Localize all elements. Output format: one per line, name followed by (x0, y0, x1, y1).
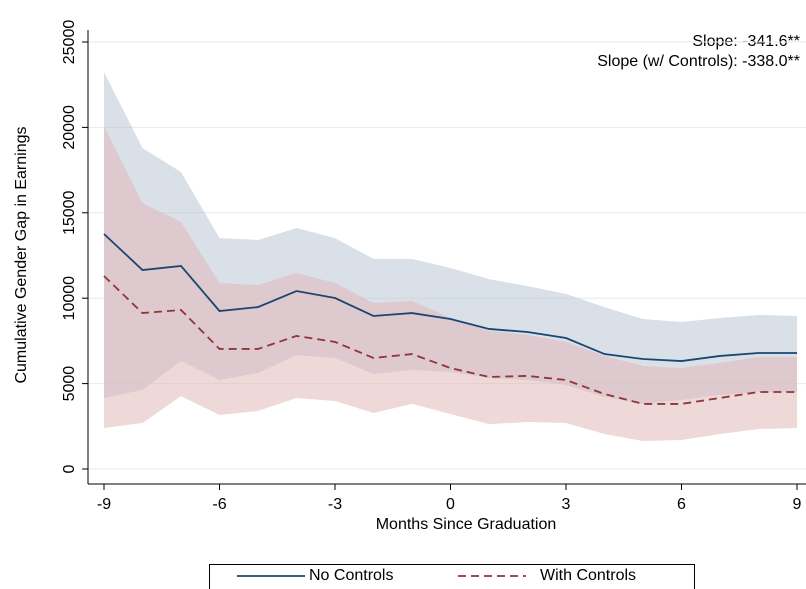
x-tick-label: 6 (677, 496, 686, 513)
confidence-band (219, 282, 258, 416)
confidence-band (335, 282, 374, 413)
confidence-band (258, 272, 297, 411)
legend-label: No Controls (309, 567, 393, 584)
annotation: Slope (w/ Controls): -338.0** (597, 53, 800, 70)
series-line (103, 275, 797, 405)
confidence-band (373, 300, 412, 413)
y-tick-label: 15000 (61, 190, 78, 235)
series-line (103, 233, 797, 362)
confidence-band (758, 356, 797, 430)
x-tick-label: -6 (212, 496, 226, 513)
confidence-band (104, 126, 143, 429)
legend-label: With Controls (540, 567, 636, 584)
confidence-band (181, 222, 220, 416)
x-tick-label: -3 (328, 496, 342, 513)
y-tick-label: 25000 (61, 20, 78, 65)
confidence-band (296, 272, 335, 402)
confidence-band (412, 300, 451, 415)
confidence-band (450, 318, 489, 425)
confidence-band (489, 330, 528, 425)
y-axis-label: Cumulative Gender Gap in Earnings (13, 126, 30, 383)
y-tick-label: 10000 (61, 276, 78, 321)
y-tick-label: 20000 (61, 105, 78, 150)
confidence-band (527, 334, 566, 424)
y-tick-label: 5000 (61, 366, 78, 402)
x-axis-label: Months Since Graduation (376, 516, 557, 533)
x-tick-label: 3 (562, 496, 571, 513)
x-tick-label: 9 (793, 496, 802, 513)
y-tick-label: 0 (61, 464, 78, 473)
confidence-band (142, 203, 181, 424)
x-tick-label: 0 (446, 496, 455, 513)
x-tick-label: -9 (97, 496, 111, 513)
